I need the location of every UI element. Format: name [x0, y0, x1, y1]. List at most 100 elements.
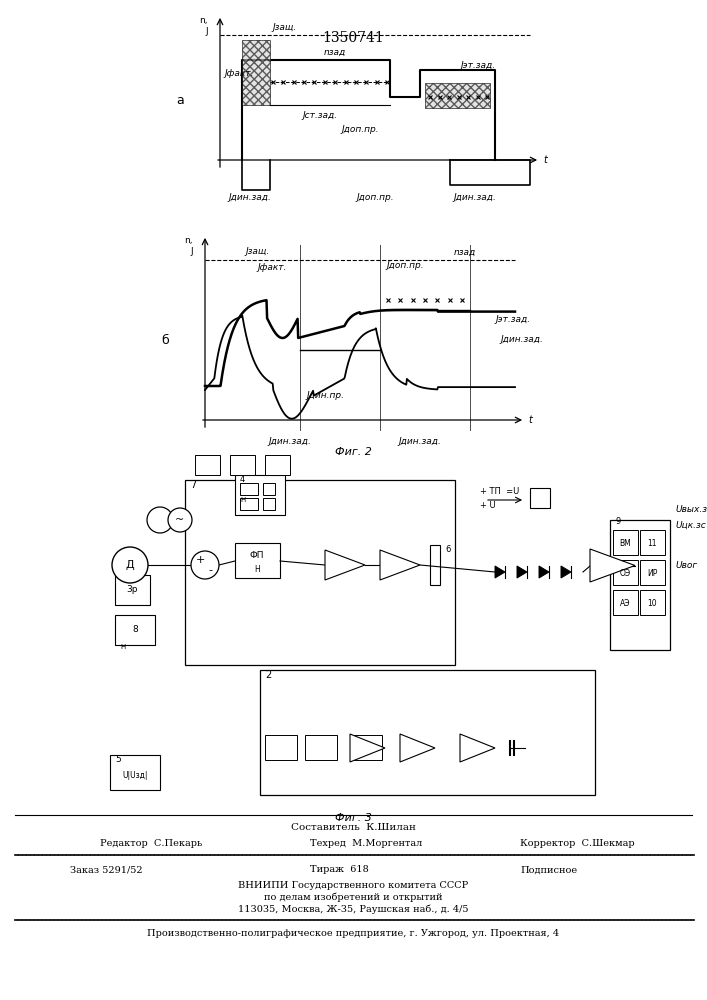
Bar: [263, 498, 275, 510]
Bar: [235, 543, 280, 578]
Text: по делам изобретений и открытий: по делам изобретений и открытий: [264, 892, 443, 902]
Text: ВМ: ВМ: [619, 538, 631, 548]
Circle shape: [191, 551, 219, 579]
Text: 2: 2: [265, 670, 271, 680]
Bar: [305, 735, 337, 760]
Bar: [195, 455, 220, 475]
Bar: [110, 755, 160, 790]
Text: n,: n,: [185, 235, 193, 244]
Text: Тираж  618: Тираж 618: [310, 865, 369, 874]
Text: 11: 11: [647, 538, 657, 548]
Text: Jдин.зад.: Jдин.зад.: [228, 194, 271, 202]
Polygon shape: [495, 566, 505, 578]
Text: Jдин.зад.: Jдин.зад.: [269, 438, 312, 446]
Bar: [613, 590, 638, 615]
Text: Заказ 5291/52: Заказ 5291/52: [70, 865, 143, 874]
Text: Jдоп.пр.: Jдоп.пр.: [356, 194, 394, 202]
Bar: [640, 560, 665, 585]
Text: 6: 6: [445, 546, 450, 554]
Text: Jдин.зад.: Jдин.зад.: [399, 438, 441, 446]
Text: Uцк.зс: Uцк.зс: [675, 520, 706, 530]
Polygon shape: [350, 734, 385, 762]
Bar: [242, 40, 270, 105]
Text: Фиг. 2: Фиг. 2: [334, 447, 371, 457]
Bar: [265, 455, 290, 475]
Bar: [170, 465, 680, 805]
Text: nзад: nзад: [324, 47, 346, 56]
Text: Jфакт.: Jфакт.: [257, 263, 286, 272]
Text: ОЭ: ОЭ: [619, 568, 631, 578]
Text: Jдин.пр.: Jдин.пр.: [306, 390, 344, 399]
Text: 8: 8: [132, 626, 138, 635]
Bar: [240, 483, 258, 495]
Bar: [610, 520, 670, 650]
Text: а: а: [176, 94, 184, 106]
Circle shape: [112, 547, 148, 583]
Text: t: t: [543, 155, 547, 165]
Polygon shape: [325, 550, 365, 580]
Bar: [185, 480, 455, 665]
Text: n,: n,: [199, 15, 208, 24]
Text: Н: Н: [240, 497, 245, 503]
Text: U|Uзд|: U|Uзд|: [122, 772, 148, 780]
Text: 5: 5: [115, 756, 121, 764]
Text: J: J: [205, 26, 208, 35]
Bar: [430, 545, 440, 585]
Bar: [640, 530, 665, 555]
Text: ИР: ИР: [647, 568, 658, 578]
Text: 9: 9: [615, 518, 620, 526]
Text: -: -: [208, 565, 212, 575]
Polygon shape: [590, 549, 635, 582]
Text: Корректор  С.Шекмар: Корректор С.Шекмар: [520, 838, 635, 848]
Polygon shape: [561, 566, 571, 578]
Text: Jэт.зад.: Jэт.зад.: [495, 316, 530, 324]
Text: Редактор  С.Пекарь: Редактор С.Пекарь: [100, 838, 202, 848]
Text: АЭ: АЭ: [620, 598, 630, 607]
Text: Jзащ.: Jзащ.: [272, 22, 296, 31]
Text: +: +: [195, 555, 205, 565]
Text: J: J: [190, 246, 193, 255]
Text: Д: Д: [126, 560, 134, 570]
Bar: [260, 670, 595, 795]
Text: Jст.зад.: Jст.зад.: [303, 110, 337, 119]
Text: + U: + U: [480, 500, 496, 510]
Text: Н: Н: [254, 566, 260, 574]
Text: Составитель  К.Шилан: Составитель К.Шилан: [291, 822, 416, 832]
Text: 1350741: 1350741: [322, 31, 384, 45]
Text: 7: 7: [190, 480, 197, 490]
Text: ФП: ФП: [250, 552, 264, 560]
Text: б: б: [161, 334, 169, 347]
Bar: [235, 475, 285, 515]
Text: Jзащ.: Jзащ.: [245, 247, 269, 256]
Text: 10: 10: [647, 598, 657, 607]
Polygon shape: [400, 734, 435, 762]
Text: Jэт.зад.: Jэт.зад.: [460, 62, 495, 70]
Bar: [115, 615, 155, 645]
Bar: [230, 455, 255, 475]
Text: Н: Н: [120, 644, 126, 650]
Bar: [640, 590, 665, 615]
Bar: [613, 530, 638, 555]
Bar: [425, 83, 490, 108]
Polygon shape: [517, 566, 527, 578]
Bar: [265, 735, 297, 760]
Text: Jдин.зад.: Jдин.зад.: [500, 336, 543, 344]
Bar: [530, 488, 550, 508]
Text: nзад: nзад: [454, 247, 476, 256]
Bar: [263, 483, 275, 495]
Bar: [613, 560, 638, 585]
Polygon shape: [460, 734, 495, 762]
Polygon shape: [380, 550, 420, 580]
Text: Uвог: Uвог: [675, 560, 697, 570]
Text: ВНИИПИ Государственного комитета СССР: ВНИИПИ Государственного комитета СССР: [238, 880, 468, 890]
Text: Jдин.зад.: Jдин.зад.: [454, 194, 496, 202]
Circle shape: [168, 508, 192, 532]
Text: ~: ~: [175, 515, 185, 525]
Text: 113035, Москва, Ж-35, Раушская наб., д. 4/5: 113035, Москва, Ж-35, Раушская наб., д. …: [238, 904, 468, 914]
Text: Техред  М.Моргентал: Техред М.Моргентал: [310, 838, 422, 848]
Polygon shape: [539, 566, 549, 578]
Circle shape: [147, 507, 173, 533]
Text: Uвых.зс: Uвых.зс: [675, 506, 707, 514]
Bar: [240, 498, 258, 510]
Text: Jдоп.пр.: Jдоп.пр.: [341, 125, 379, 134]
